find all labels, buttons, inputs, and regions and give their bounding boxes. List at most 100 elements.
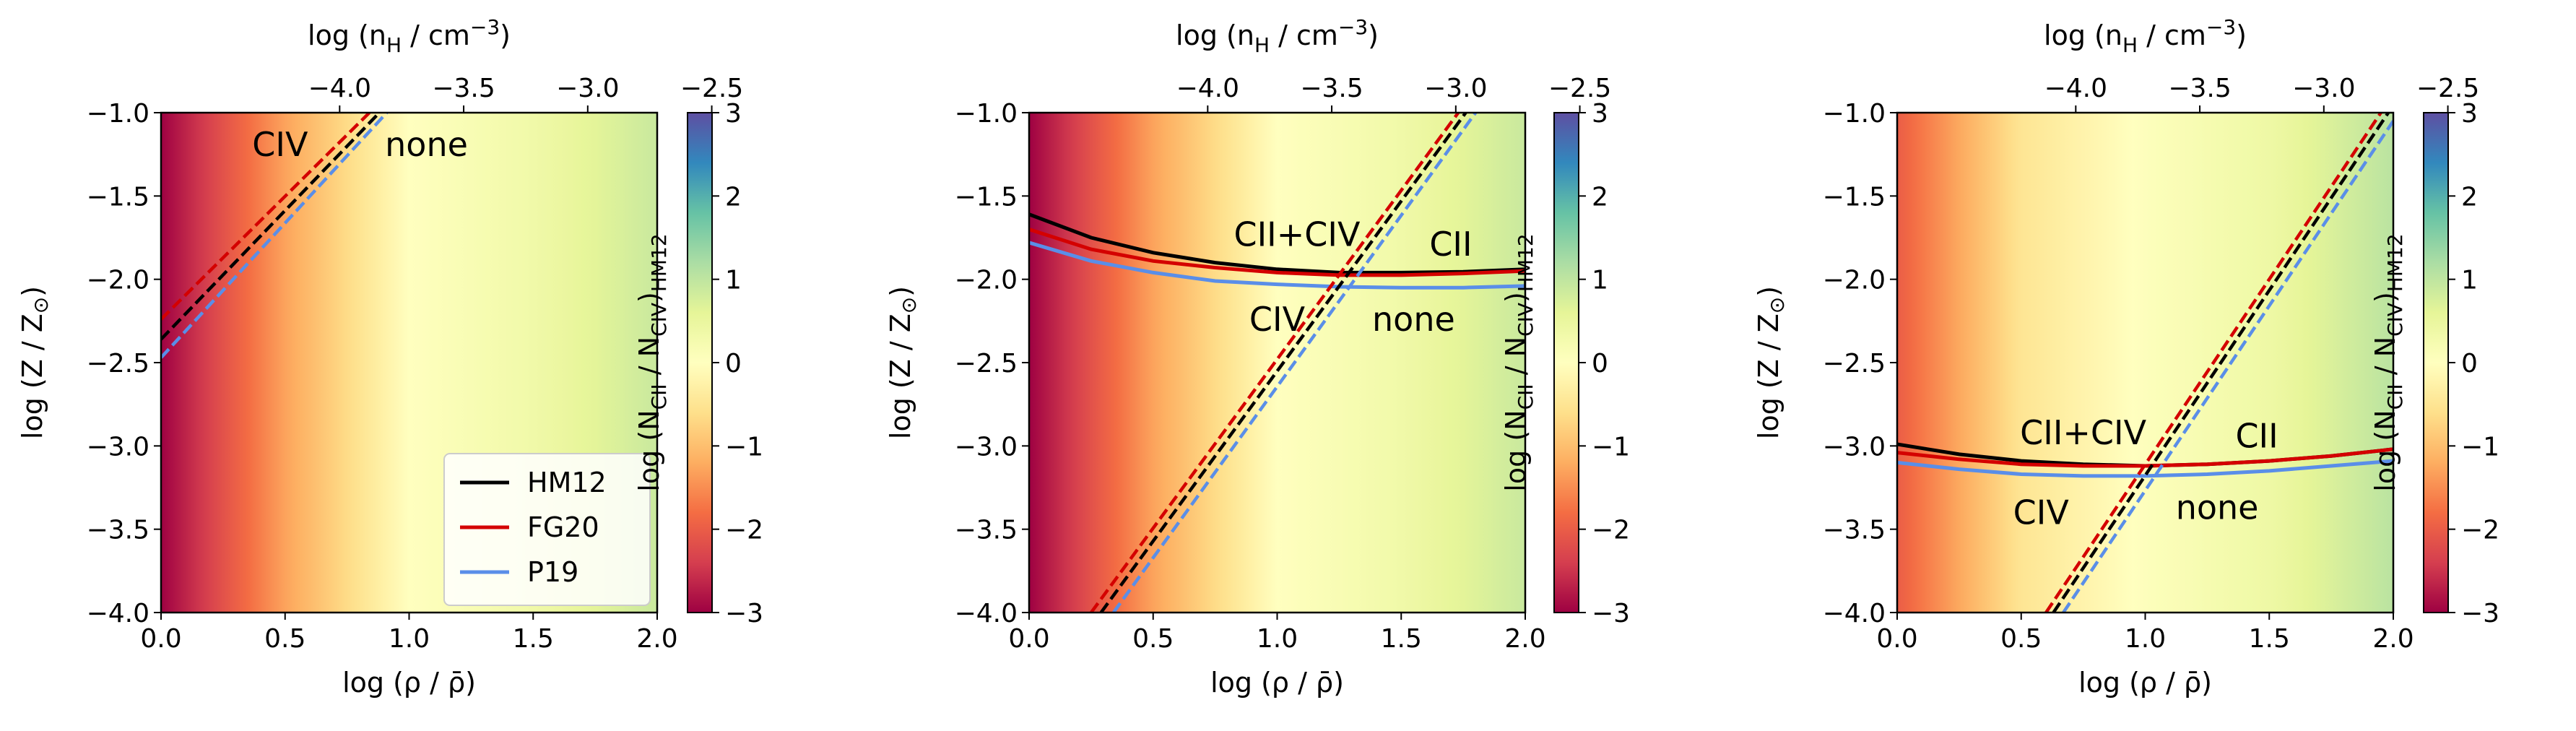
x-tick-label: 0.0 — [1876, 624, 1917, 654]
x-tick-label: 1.5 — [1381, 624, 1422, 654]
x-tick-label: 1.5 — [2249, 624, 2290, 654]
colorbar-tick-label: 1 — [2461, 266, 2478, 295]
series-line-fg20-solid — [1029, 228, 1525, 277]
top-tick-label: −2.5 — [680, 74, 743, 103]
legend-label-hm12: HM12 — [527, 467, 607, 498]
y-tick-label: −2.5 — [1823, 349, 1886, 379]
y-tick-label: −3.0 — [1823, 432, 1886, 462]
region-label-none: none — [1372, 300, 1455, 339]
colorbar-tick-label: −3 — [2461, 599, 2499, 628]
colorbar-label: log (NCII / NCIV)HM12 — [1500, 233, 1538, 491]
colorbar-tick-label: −2 — [1592, 516, 1630, 545]
y-tick-label: −2.0 — [1823, 266, 1886, 295]
y-tick-label: −3.0 — [87, 432, 149, 462]
legend-label-fg20: FG20 — [527, 511, 599, 543]
colorbar-tick-label: 0 — [725, 349, 742, 379]
x-axis-label: log (ρ / ρ̄) — [342, 667, 476, 698]
y-tick-label: −4.0 — [87, 599, 149, 628]
panel-middle: 0.0 0.5 1.0 1.5 2.0 −1.0 −1.5 −2.0 −2.5 −3.0 −3.5 −… — [885, 15, 1630, 698]
region-label-civ: CIV — [1249, 300, 1306, 339]
region-label-civ: CIV — [2013, 493, 2070, 532]
colorbar-tick-label: −3 — [725, 599, 763, 628]
series-line-hm12-dashed — [1099, 113, 1467, 613]
series-line-fg20-dashed — [1090, 113, 1460, 613]
colorbar-tick-label: −1 — [1592, 432, 1630, 462]
colorbar-tick-label: 2 — [1592, 182, 1608, 212]
colorbar-tick-label: 2 — [725, 182, 742, 212]
y-tick-label: −3.5 — [955, 516, 1018, 545]
y-tick-label: −4.0 — [1823, 599, 1886, 628]
x-axis-label: log (ρ / ρ̄) — [2078, 667, 2212, 698]
series-line-hm12-dashed — [2052, 113, 2390, 613]
series-group — [1897, 113, 2393, 613]
x-tick-label: 2.0 — [2372, 624, 2414, 654]
colorbar-tick-label: −1 — [725, 432, 763, 462]
series-line-p19-dashed — [1111, 113, 1478, 613]
y-tick-label: −1.5 — [955, 182, 1018, 212]
x-tick-label: 0.0 — [140, 624, 181, 654]
y-axis-label: log (Z / Z⊙) — [1753, 286, 1789, 439]
region-label-cii: CII — [1429, 225, 1472, 264]
y-tick-label: −4.0 — [955, 599, 1018, 628]
region-label-cii: CII — [2235, 416, 2278, 455]
colorbar-tick-label: −2 — [2461, 516, 2499, 545]
panel-right: 0.0 0.5 1.0 1.5 2.0 −1.0 −1.5 −2.0 −2.5 −3.0 −3.5 −… — [1753, 15, 2499, 698]
y-tick-label: −1.0 — [1823, 99, 1886, 129]
colorbar-tick-label: −3 — [1592, 599, 1630, 628]
top-tick-label: −3.0 — [1424, 74, 1487, 103]
series-group — [161, 113, 389, 359]
series-group — [1029, 113, 1525, 613]
series-line-p19-solid — [1897, 459, 2393, 478]
x-tick-label: 1.5 — [513, 624, 554, 654]
y-tick-label: −1.0 — [87, 99, 149, 129]
x-tick-label: 2.0 — [1504, 624, 1545, 654]
x-tick-label: 1.0 — [2125, 624, 2166, 654]
colorbar-tick-label: 3 — [2461, 99, 2478, 129]
top-tick-label: −2.5 — [2416, 74, 2479, 103]
top-tick-label: −3.5 — [2168, 74, 2231, 103]
colorbar — [1553, 112, 1579, 613]
colorbar-tick-label: 0 — [1592, 349, 1608, 379]
x-tick-label: 1.0 — [389, 624, 430, 654]
colorbar-tick-label: 1 — [725, 266, 742, 295]
y-tick-label: −2.5 — [87, 349, 149, 379]
y-tick-label: −2.0 — [87, 266, 149, 295]
legend-box — [443, 453, 651, 606]
y-axis-label: log (Z / Z⊙) — [885, 286, 921, 439]
y-tick-label: −1.0 — [955, 99, 1018, 129]
series-line-hm12-dashed — [161, 113, 381, 341]
legend: HM12 FG20 P19 — [443, 453, 651, 606]
legend-label-p19: P19 — [527, 556, 578, 588]
colorbar — [687, 112, 713, 613]
colorbar-label: log (NCII / NCIV)HM12 — [633, 233, 671, 491]
x-tick-label: 2.0 — [636, 624, 677, 654]
region-label-none: none — [385, 125, 468, 164]
top-tick-label: −3.0 — [556, 74, 619, 103]
panel-left: 0.0 0.5 1.0 1.5 2.0 −1.0 −1.5 −2.0 −2.5 −3.0 −3.5 −… — [17, 15, 763, 698]
region-label-none: none — [2176, 488, 2259, 527]
region-label-cii-plus-civ: CII+CIV — [2020, 413, 2146, 452]
y-tick-label: −3.0 — [955, 432, 1018, 462]
x-tick-label: 0.5 — [1132, 624, 1174, 654]
colorbar-label: log (NCII / NCIV)HM12 — [2369, 233, 2407, 491]
colorbar-tick-label: −2 — [725, 516, 763, 545]
y-tick-label: −2.5 — [955, 349, 1018, 379]
x-tick-label: 0.5 — [264, 624, 305, 654]
x-tick-label: 0.5 — [2000, 624, 2042, 654]
y-axis-label: log (Z / Z⊙) — [17, 286, 53, 439]
x-tick-label: 0.0 — [1008, 624, 1049, 654]
colorbar — [2423, 112, 2449, 613]
top-tick-label: −4.0 — [2044, 74, 2107, 103]
top-axis-label: log (nH / cm−3) — [1176, 15, 1379, 57]
top-tick-label: −4.0 — [308, 74, 371, 103]
colorbar-tick-label: 0 — [2461, 349, 2478, 379]
top-tick-label: −3.5 — [1300, 74, 1363, 103]
colorbar-tick-label: 3 — [725, 99, 742, 129]
region-label-cii-plus-civ: CII+CIV — [1234, 215, 1361, 254]
colorbar-tick-label: −1 — [2461, 432, 2499, 462]
y-tick-label: −1.5 — [87, 182, 149, 212]
series-line-p19-solid — [1029, 241, 1525, 290]
x-axis-label: log (ρ / ρ̄) — [1210, 667, 1344, 698]
colorbar-tick-label: 3 — [1592, 99, 1608, 129]
